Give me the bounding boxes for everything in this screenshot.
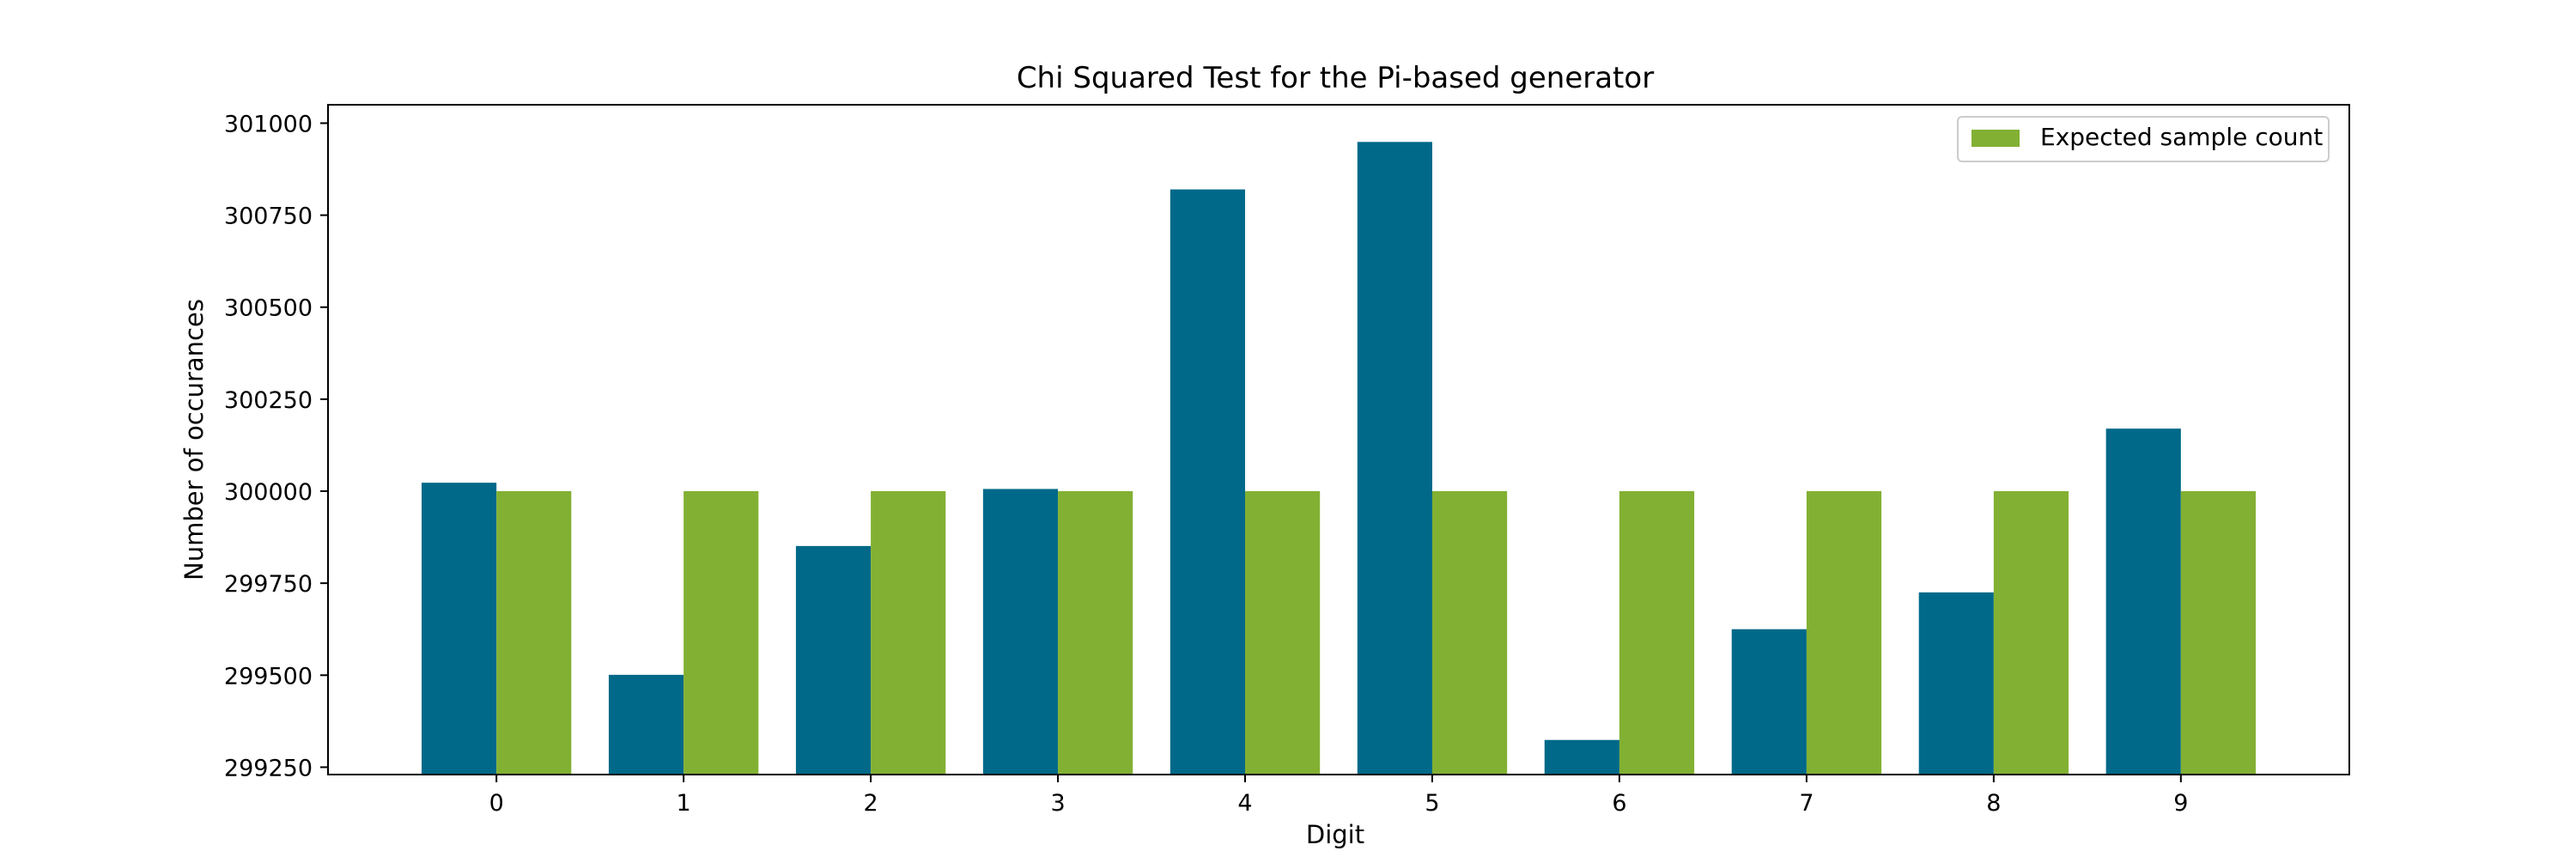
legend-label-expected: Expected sample count [2040, 123, 2323, 151]
expected-bar-0 [496, 491, 572, 775]
x-tick-label-8: 8 [1986, 790, 2001, 817]
expected-bar-4 [1245, 491, 1321, 775]
expected-bar-1 [683, 491, 759, 775]
observed-bar-4 [1170, 189, 1246, 775]
y-tick-label-299750: 299750 [224, 571, 313, 598]
y-tick-label-299500: 299500 [224, 663, 313, 690]
y-tick-label-300500: 300500 [224, 295, 313, 322]
observed-bar-7 [1731, 629, 1807, 775]
y-axis-label: Number of occurances [179, 299, 209, 580]
x-tick-label-7: 7 [1799, 790, 1814, 817]
x-tick-label-2: 2 [863, 790, 878, 817]
observed-bar-1 [608, 674, 684, 775]
x-tick-label-6: 6 [1612, 790, 1626, 817]
observed-bar-5 [1357, 142, 1432, 775]
expected-bar-7 [1806, 491, 1882, 775]
y-tick-label-300250: 300250 [224, 387, 313, 414]
expected-bar-9 [2180, 491, 2257, 775]
x-tick-label-4: 4 [1237, 790, 1252, 817]
expected-bar-8 [1993, 491, 2069, 775]
x-axis-label: Digit [1306, 820, 1364, 849]
axes-group: 0 1 2 3 4 5 6 7 8 9 299250 299500 299750 300000 300250… [224, 104, 2350, 817]
plot-frame [327, 104, 2350, 775]
x-tick-label-5: 5 [1425, 790, 1439, 817]
x-tick-label-1: 1 [677, 790, 691, 817]
expected-bar-6 [1619, 491, 1695, 775]
y-tick-label-299250: 299250 [224, 755, 313, 781]
observed-bar-3 [982, 489, 1059, 775]
bars-group [421, 142, 2257, 775]
observed-bar-0 [421, 483, 497, 775]
y-tick-label-301000: 301000 [224, 111, 313, 137]
expected-bar-2 [871, 491, 946, 775]
y-tick-label-300000: 300000 [224, 479, 313, 506]
x-tick-label-0: 0 [489, 790, 504, 817]
legend-swatch-expected [1971, 130, 2020, 147]
expected-bar-3 [1058, 491, 1133, 775]
observed-bar-6 [1544, 739, 1619, 775]
legend: Expected sample count [1957, 116, 2330, 162]
observed-bar-9 [2105, 428, 2181, 775]
y-tick-label-300750: 300750 [224, 204, 313, 230]
expected-bar-5 [1431, 491, 1508, 775]
observed-bar-2 [795, 545, 872, 775]
chart-title: Chi Squared Test for the Pi-based genera… [1017, 61, 1654, 95]
x-tick-label-9: 9 [2173, 790, 2188, 817]
legend-frame [1957, 116, 2330, 162]
observed-bar-8 [1918, 592, 1994, 775]
x-tick-label-3: 3 [1050, 790, 1065, 817]
